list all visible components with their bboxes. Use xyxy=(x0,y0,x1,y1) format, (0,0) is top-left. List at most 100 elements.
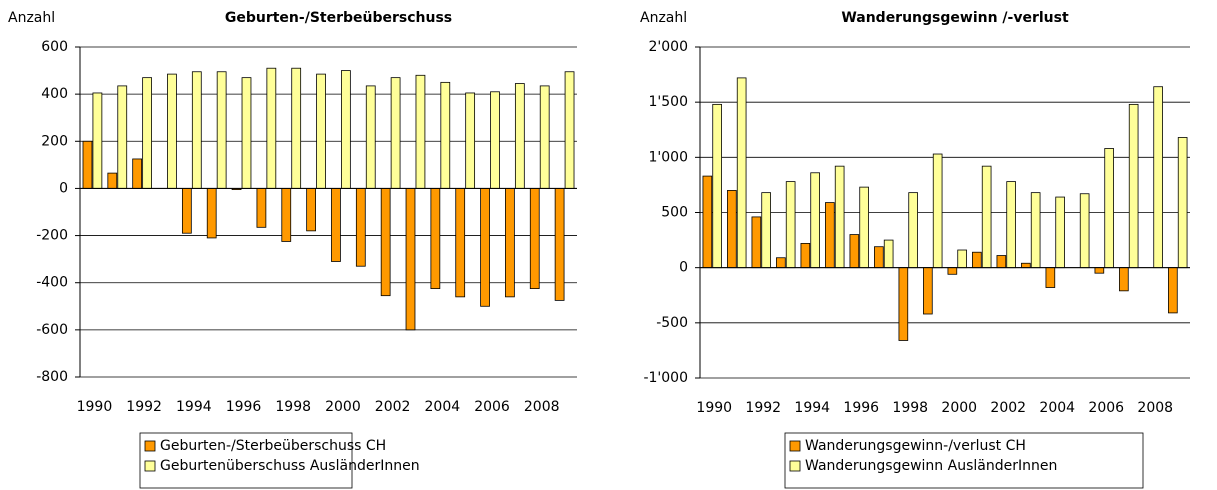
x-tick-label: 2006 xyxy=(474,399,510,415)
bar xyxy=(1177,137,1188,269)
bar xyxy=(834,165,845,269)
x-tick-label: 2004 xyxy=(1039,400,1075,416)
bar xyxy=(514,83,525,189)
y-tick-label: -400 xyxy=(36,275,68,291)
bar xyxy=(996,255,1007,269)
legend-box xyxy=(784,432,1144,489)
x-tick-label: 2002 xyxy=(375,399,411,415)
y-tick-label: -600 xyxy=(36,322,68,338)
bar xyxy=(1045,267,1056,288)
x-tick-label: 2008 xyxy=(524,399,560,415)
bar xyxy=(82,140,93,189)
bar xyxy=(355,188,366,267)
bar xyxy=(266,67,277,189)
x-tick-label: 1996 xyxy=(843,400,879,416)
bar xyxy=(564,71,575,189)
bar xyxy=(785,181,796,269)
bar xyxy=(1128,103,1139,269)
bar xyxy=(810,172,820,269)
legend-swatch xyxy=(144,460,156,472)
x-tick-label: 1994 xyxy=(794,400,830,416)
bar xyxy=(898,267,909,341)
y-tick-label: 1'000 xyxy=(649,149,688,165)
bar xyxy=(181,188,192,234)
bar xyxy=(1055,196,1065,269)
x-tick-label: 1990 xyxy=(696,400,732,416)
x-tick-label: 2002 xyxy=(990,400,1026,416)
y-tick-label: -800 xyxy=(36,369,68,385)
y-tick-label: 500 xyxy=(661,205,688,221)
bar xyxy=(1079,193,1090,269)
bar xyxy=(430,188,441,290)
x-tick-label: 1992 xyxy=(126,399,162,415)
legend-label: Wanderungsgewinn AusländerInnen xyxy=(805,458,1057,474)
bar xyxy=(316,73,326,189)
bar xyxy=(117,85,128,189)
bar xyxy=(480,188,490,307)
bar xyxy=(390,77,401,189)
legend-swatch xyxy=(789,460,801,472)
bar xyxy=(712,103,722,269)
bar xyxy=(191,71,202,189)
bar xyxy=(800,242,811,269)
x-tick-label: 2006 xyxy=(1088,400,1124,416)
bar xyxy=(529,188,540,290)
bar xyxy=(736,77,747,269)
legend-swatch xyxy=(789,440,801,452)
y-tick-label: 0 xyxy=(59,180,68,196)
bar xyxy=(107,172,118,189)
y-tick-label: -200 xyxy=(36,228,68,244)
bar xyxy=(256,188,267,228)
bar xyxy=(727,190,737,269)
y-tick-label: 2'000 xyxy=(649,39,688,55)
y-tick-label: -1'000 xyxy=(643,370,688,386)
bar xyxy=(751,216,762,269)
bar xyxy=(932,153,943,269)
y-tick-label: -500 xyxy=(656,315,688,331)
bar xyxy=(957,249,967,269)
bar xyxy=(331,188,341,262)
bar xyxy=(981,165,992,269)
legend-box xyxy=(139,432,353,489)
y-axis-label: Anzahl xyxy=(8,10,55,26)
x-tick-label: 1998 xyxy=(275,399,311,415)
chart-title: Geburten-/Sterbeüberschuss xyxy=(225,10,452,26)
bar xyxy=(702,175,713,269)
bar xyxy=(825,202,835,269)
bar xyxy=(972,251,982,269)
bar xyxy=(776,257,786,269)
bar xyxy=(291,67,302,189)
x-tick-label: 1996 xyxy=(226,399,262,415)
bar xyxy=(490,91,500,189)
x-tick-label: 2000 xyxy=(325,399,361,415)
bar xyxy=(167,73,177,189)
x-tick-label: 2004 xyxy=(425,399,461,415)
legend-label: Geburtenüberschuss AusländerInnen xyxy=(160,458,420,474)
bar xyxy=(761,192,771,269)
bar xyxy=(908,192,918,269)
bar xyxy=(216,71,227,189)
legend-label: Wanderungsgewinn-/verlust CH xyxy=(805,438,1026,454)
bar xyxy=(947,267,958,275)
x-tick-label: 1994 xyxy=(176,399,212,415)
bar xyxy=(132,158,143,189)
bar xyxy=(380,188,391,297)
bar xyxy=(415,74,426,189)
bar xyxy=(465,92,476,189)
bar xyxy=(365,85,376,189)
bar xyxy=(241,77,252,189)
legend-swatch xyxy=(144,440,156,452)
bar xyxy=(1021,262,1031,269)
bar xyxy=(505,188,515,298)
bar xyxy=(1168,267,1178,314)
bar xyxy=(455,188,466,298)
bar xyxy=(1153,86,1163,269)
x-tick-label: 1992 xyxy=(745,400,781,416)
legend-label: Geburten-/Sterbeüberschuss CH xyxy=(160,438,386,454)
bar xyxy=(440,81,451,189)
y-axis-label: Anzahl xyxy=(640,10,687,26)
bar xyxy=(142,77,152,189)
bar xyxy=(1104,148,1114,269)
x-tick-label: 1998 xyxy=(892,400,928,416)
bar xyxy=(849,234,860,269)
